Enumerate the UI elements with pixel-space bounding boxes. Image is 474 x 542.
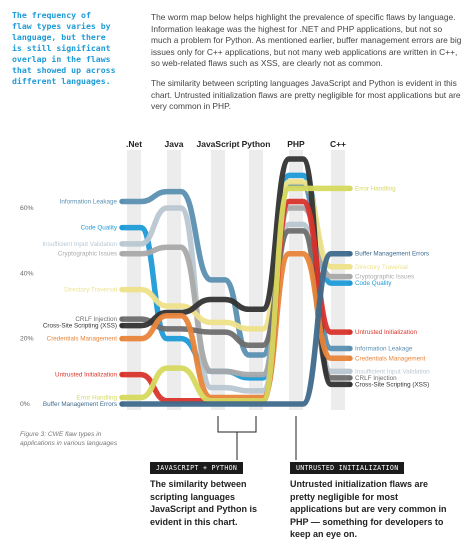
intro-paragraph-1: The worm map below helps highlight the p… [151, 12, 462, 69]
series-end-dot [347, 375, 353, 381]
series-label-right: Cross-Site Scripting (XSS) [355, 381, 429, 388]
series-label-right: Buffer Management Errors [355, 251, 429, 258]
series-label-right: Cryptographic Issues [355, 274, 414, 281]
series-line [119, 250, 353, 401]
language-column-band [289, 150, 303, 410]
intro-text: The worm map below helps highlight the p… [151, 12, 463, 121]
series-label-right: Credentials Management [355, 355, 426, 362]
series-line [119, 185, 353, 404]
series-label-left: Error Handling [76, 394, 117, 401]
series-start-dot [119, 401, 125, 407]
language-header: Java [165, 139, 184, 149]
series-label-right: Error Handling [355, 185, 396, 192]
series-end-dot [347, 280, 353, 286]
series-label-left: Cross-Site Scripting (XSS) [43, 323, 117, 330]
series-end-dot [347, 251, 353, 256]
language-column-band [127, 150, 141, 410]
series-label-left: Cryptographic Issues [58, 251, 117, 258]
language-header: JavaScript [197, 139, 240, 149]
series-start-dot [119, 316, 125, 322]
language-header: .Net [126, 139, 142, 149]
bracket-javascript-python [217, 416, 257, 433]
language-column-band [249, 150, 263, 410]
series-end-dot [347, 356, 353, 361]
callout-text: The frequency of flaw types varies by la… [12, 10, 116, 86]
y-tick-label: 0% [20, 401, 30, 408]
series-start-dot [119, 336, 125, 341]
series-end-dot [347, 346, 353, 351]
series-start-dot [119, 287, 125, 292]
note-tag-javascript-python: JAVASCRIPT + PYTHON [150, 462, 244, 474]
series-label-right: Code Quality [355, 280, 392, 287]
series-start-dot [119, 199, 125, 204]
series-start-dot [119, 251, 125, 256]
series-label-right: Insufficient Input Validation [355, 368, 430, 375]
language-column-band [331, 150, 345, 410]
series-label-left: Information Leakage [60, 198, 118, 205]
y-tick-label: 40% [20, 270, 34, 277]
series-label-left: Buffer Management Errors [43, 401, 117, 408]
series-end-dot [347, 186, 353, 191]
series-line [119, 250, 353, 407]
series-start-dot [119, 323, 125, 328]
series-start-dot [119, 241, 125, 247]
figure-caption: Figure 3: CWE flaw types in applications… [20, 431, 118, 447]
y-tick-label: 60% [20, 205, 34, 212]
series-label-left: Credentials Management [47, 336, 118, 343]
series-end-dot [347, 274, 353, 279]
series-label-left: Untrusted Initialization [55, 372, 117, 379]
series-label-left: Code Quality [81, 225, 118, 232]
series-end-dot [347, 264, 353, 269]
series-label-left: CRLF Injection [75, 316, 117, 323]
series-label-left: Directory Traversal [64, 287, 117, 294]
note-text-untrusted-initialization: Untrusted initialization flaws are prett… [290, 479, 447, 539]
note-tag-untrusted-initialization: UNTRUSTED INITIALIZATION [290, 462, 405, 474]
series-end-dot [347, 382, 353, 387]
language-header: PHP [287, 139, 305, 149]
language-header: Python [242, 139, 271, 149]
language-column-band [167, 150, 181, 410]
intro-paragraph-2: The similarity between scripting languag… [151, 77, 461, 112]
series-label-right: Directory Traversal [355, 264, 408, 271]
series-start-dot [119, 372, 125, 377]
y-tick-label: 20% [20, 336, 34, 343]
series-label-right: Information Leakage [355, 345, 413, 352]
series-start-dot [119, 395, 125, 400]
series-label-left: Insufficient Input Validation [42, 241, 117, 248]
language-header: C++ [330, 139, 346, 149]
series-label-right: CRLF Injection [355, 375, 397, 382]
series-end-dot [347, 329, 353, 335]
series-label-right: Untrusted Initialization [355, 329, 417, 336]
series-end-dot [347, 369, 353, 374]
series-start-dot [119, 225, 125, 230]
note-text-javascript-python: The similarity between scripting languag… [150, 479, 258, 527]
